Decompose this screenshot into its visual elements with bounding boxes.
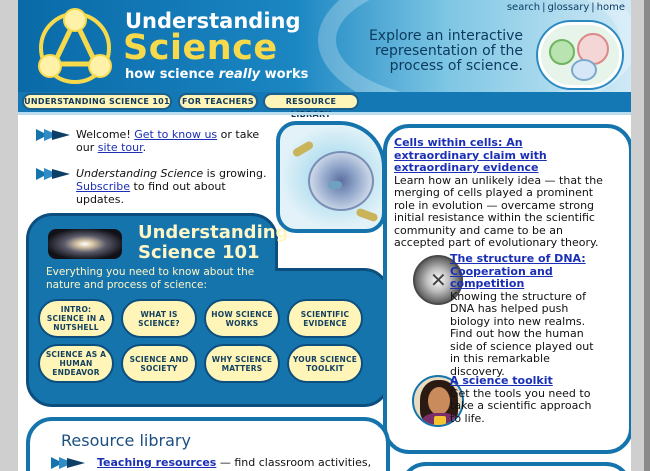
glossary-link[interactable]: glossary <box>547 2 590 13</box>
bacterium-shape <box>355 207 379 223</box>
bacterium-shape <box>291 140 315 158</box>
growing-em: Understanding Science <box>76 167 204 180</box>
top-links: search | glossary | home <box>506 2 625 13</box>
atom-logo-icon[interactable] <box>30 6 120 88</box>
arrow-bullet-icon <box>36 129 70 141</box>
growing-text: is growing. <box>203 167 267 180</box>
science-human-endeavor-button[interactable]: SCIENCE AS A HUMAN ENDEAVOR <box>38 344 114 383</box>
us101-title-line1: Understanding <box>138 222 289 243</box>
feature-structure-of-dna: The structure of DNA: Cooperation and co… <box>450 252 600 378</box>
dna-xray-image[interactable] <box>413 255 463 305</box>
understanding-science-101-panel: Understanding Science 101 Everything you … <box>26 213 390 407</box>
nav-understanding-science-101[interactable]: UNDERSTANDING SCIENCE 101 <box>22 93 172 110</box>
scientific-evidence-button[interactable]: SCIENTIFIC EVIDENCE <box>287 299 363 338</box>
arrow-bullet-icon <box>51 457 85 469</box>
why-science-matters-button[interactable]: WHY SCIENCE MATTERS <box>204 344 280 383</box>
welcome-block: Welcome! Get to know us or take our site… <box>36 128 276 219</box>
subscribe-text: to find out about updates. <box>76 180 226 206</box>
flowchart-circle-1 <box>549 39 575 65</box>
science-flowchart-thumbnail[interactable] <box>538 22 622 88</box>
nav-underline <box>18 112 631 115</box>
arrow-bullet-icon <box>36 168 70 180</box>
us101-title-line2: Science 101 <box>138 242 260 263</box>
cell-nucleus-shape <box>308 151 374 211</box>
science-and-society-button[interactable]: SCIENCE AND SOCIETY <box>121 344 197 383</box>
brand-title-line1[interactable]: Understanding <box>125 9 301 33</box>
cell-image[interactable] <box>276 121 386 233</box>
window-scrollbar[interactable] <box>631 0 650 471</box>
site-tour-link[interactable]: site tour <box>97 141 143 154</box>
organelle-shape <box>328 181 342 189</box>
avatar-badge <box>434 416 446 425</box>
us101-title[interactable]: Understanding Science 101 <box>138 223 288 263</box>
window-left-margin <box>0 0 18 471</box>
lower-right-panel <box>400 462 631 471</box>
search-link[interactable]: search <box>506 2 541 13</box>
resource-library-title[interactable]: Resource library <box>61 431 191 450</box>
brand-tagline: how science really works <box>125 67 308 82</box>
page: Understanding Science how science really… <box>18 0 631 471</box>
flowchart-circle-3 <box>571 59 597 81</box>
feature-title-link[interactable]: A science toolkit <box>450 374 553 387</box>
subscribe-row: Understanding Science is growing. Subscr… <box>36 167 276 206</box>
home-link[interactable]: home <box>596 2 625 13</box>
how-science-works-button[interactable]: HOW SCIENCE WORKS <box>204 299 280 338</box>
tagline-post: works <box>260 67 309 82</box>
teaching-resources-text: — find classroom activities, <box>216 456 372 469</box>
intro-science-nutshell-button[interactable]: INTRO: SCIENCE IN A NUTSHELL <box>38 299 114 338</box>
main-nav: UNDERSTANDING SCIENCE 101 FOR TEACHERS R… <box>18 92 631 119</box>
feature-summary: Get the tools you need to take a scienti… <box>450 386 592 425</box>
galaxy-image[interactable] <box>48 229 122 259</box>
scientist-avatar-image[interactable] <box>412 375 464 427</box>
welcome-mid: or take our <box>76 128 260 154</box>
nav-for-teachers[interactable]: FOR TEACHERS <box>178 93 258 110</box>
welcome-text: Welcome! <box>76 128 135 141</box>
nav-resource-library[interactable]: RESOURCE LIBRARY <box>263 93 359 119</box>
get-to-know-us-link[interactable]: Get to know us <box>134 128 218 141</box>
teaching-resources-row: Teaching resources — find classroom acti… <box>51 456 381 469</box>
us101-description: Everything you need to know about the na… <box>46 266 255 291</box>
feature-cells-within-cells: Cells within cells: An extraordinary cla… <box>394 136 609 250</box>
what-is-science-button[interactable]: WHAT IS SCIENCE? <box>121 299 197 338</box>
explore-promo-text[interactable]: Explore an interactive representation of… <box>368 28 523 74</box>
feature-science-toolkit: A science toolkit Get the tools you need… <box>450 374 600 425</box>
your-science-toolkit-button[interactable]: YOUR SCIENCE TOOLKIT <box>287 344 363 383</box>
us101-join <box>29 265 275 273</box>
brand-title-line2[interactable]: Science <box>123 28 278 68</box>
feature-title-link[interactable]: The structure of DNA: Cooperation and co… <box>450 252 586 290</box>
welcome-row: Welcome! Get to know us or take our site… <box>36 128 276 154</box>
teaching-resources-link[interactable]: Teaching resources <box>97 456 217 469</box>
tagline-pre: how science <box>125 67 219 82</box>
avatar-face <box>428 387 450 415</box>
feature-title-link[interactable]: Cells within cells: An extraordinary cla… <box>394 136 547 174</box>
feature-summary: Knowing the structure of DNA has helped … <box>450 289 594 378</box>
site-header: Understanding Science how science really… <box>18 0 631 92</box>
welcome-period: . <box>142 141 147 154</box>
feature-summary: Learn how an unlikely idea — that the me… <box>394 173 603 249</box>
tagline-em: really <box>218 67 261 82</box>
subscribe-link[interactable]: Subscribe <box>76 180 131 193</box>
resource-library-panel <box>26 417 390 471</box>
